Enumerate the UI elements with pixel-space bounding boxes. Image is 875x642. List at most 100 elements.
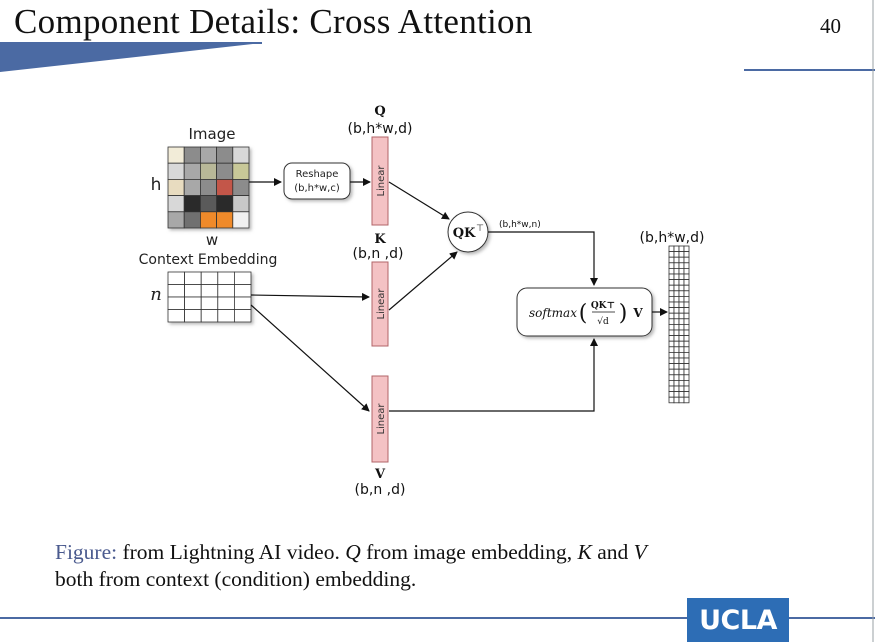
output-grid-cell [668, 245, 675, 252]
output-grid-cell [673, 256, 680, 264]
output-grid-cell [673, 318, 680, 325]
output-grid-cell [683, 256, 690, 264]
image-grid-cell [167, 146, 185, 164]
w-label: w [206, 231, 218, 249]
caption-text-4: both from context (condition) embedding. [55, 567, 417, 591]
output-grid-cell [683, 351, 690, 359]
image-grid-cell [232, 195, 250, 213]
output-grid-cell [668, 340, 675, 348]
output-grid-cell [678, 396, 685, 404]
image-grid-cell [183, 162, 201, 180]
softmax-left-paren: ( [579, 301, 588, 326]
output-grid-cell [683, 279, 690, 286]
k-label: K [374, 232, 386, 247]
output-grid-cell [683, 379, 690, 387]
output-grid [668, 245, 690, 404]
reshape-box [283, 162, 351, 200]
output-grid-cell [668, 267, 675, 275]
output-grid-cell [668, 374, 675, 381]
caption-v: V [633, 540, 647, 564]
output-grid-cell [683, 290, 690, 297]
output-grid-cell [673, 363, 680, 370]
context-grid-cell [167, 284, 186, 298]
output-grid-cell [678, 245, 685, 252]
output-grid-cell [683, 363, 690, 370]
output-grid-cell [683, 307, 690, 314]
softmax-right-paren: ) [619, 301, 628, 326]
context-embedding-label: Context Embedding [139, 252, 278, 268]
output-grid-cell [668, 295, 675, 303]
output-grid-cell [683, 323, 690, 331]
output-grid-cell [678, 301, 685, 308]
image-grid-cell [199, 195, 217, 213]
q-label: Q [374, 104, 385, 119]
context-grid-cell [233, 309, 252, 323]
output-grid-cell [678, 329, 685, 336]
image-grid-cell [199, 211, 217, 229]
context-grid-cell [217, 309, 235, 323]
image-grid-cell [232, 146, 250, 164]
output-grid-cell [673, 273, 680, 280]
output-grid-cell [683, 284, 690, 292]
output-grid-cell [668, 273, 675, 280]
output-grid-cell [673, 368, 680, 376]
context-grid-cell [167, 296, 186, 310]
linear-v-box [371, 375, 389, 463]
v-shape: (b,n ,d) [355, 482, 406, 498]
output-grid-cell [678, 312, 685, 320]
output-grid-cell [668, 301, 675, 308]
image-grid-cell [199, 178, 217, 196]
output-grid-cell [683, 385, 690, 392]
output-grid-cell [683, 295, 690, 303]
image-grid-cell [216, 178, 234, 196]
figure-caption: Figure: from Lightning AI video. Q from … [55, 539, 835, 593]
output-grid-cell [673, 262, 680, 269]
output-grid-cell [678, 318, 685, 325]
output-grid-cell [678, 335, 685, 342]
output-grid-cell [668, 396, 675, 404]
output-grid-cell [683, 357, 690, 364]
output-grid-cell [678, 391, 685, 398]
output-grid-cell [673, 290, 680, 297]
softmax-label: softmax [529, 306, 577, 320]
softmax-numerator: QK⊤ [591, 301, 615, 311]
output-grid-cell [673, 346, 680, 353]
qk-transpose-sup: ⊤ [476, 224, 484, 234]
qk-label: QK [453, 226, 476, 241]
output-grid-cell [683, 368, 690, 376]
output-grid-cell [673, 357, 680, 364]
qk-shape: (b,h*w,n) [499, 220, 541, 230]
output-grid-cell [683, 340, 690, 348]
output-grid-cell [668, 329, 675, 336]
output-grid-cell [668, 323, 675, 331]
output-grid-cell [668, 290, 675, 297]
output-grid-cell [683, 301, 690, 308]
output-grid-cell [678, 279, 685, 286]
context-grid-cell [184, 284, 202, 298]
output-grid-cell [678, 379, 685, 387]
context-grid-cell [167, 271, 186, 285]
image-grid-cell [183, 146, 201, 164]
output-grid-cell [678, 363, 685, 370]
image-grid-cell [216, 195, 234, 213]
image-grid-cell [183, 178, 201, 196]
output-grid-cell [673, 245, 680, 252]
output-grid-cell [678, 284, 685, 292]
context-grid-cell [200, 296, 219, 310]
h-label: h [151, 175, 162, 195]
output-grid-cell [683, 262, 690, 269]
q-to-qk-arrow [388, 181, 450, 220]
linear-q-label: Linear [376, 165, 387, 197]
output-grid-cell [668, 379, 675, 387]
context-grid-cell [200, 271, 219, 285]
context-grid-cell [233, 284, 252, 298]
output-grid-cell [668, 363, 675, 370]
output-grid-cell [683, 273, 690, 280]
output-grid-cell [668, 262, 675, 269]
output-grid-cell [673, 379, 680, 387]
image-grid-cell [183, 211, 201, 229]
output-grid-cell [678, 323, 685, 331]
context-grid-cell [217, 296, 235, 310]
output-grid-cell [683, 396, 690, 404]
